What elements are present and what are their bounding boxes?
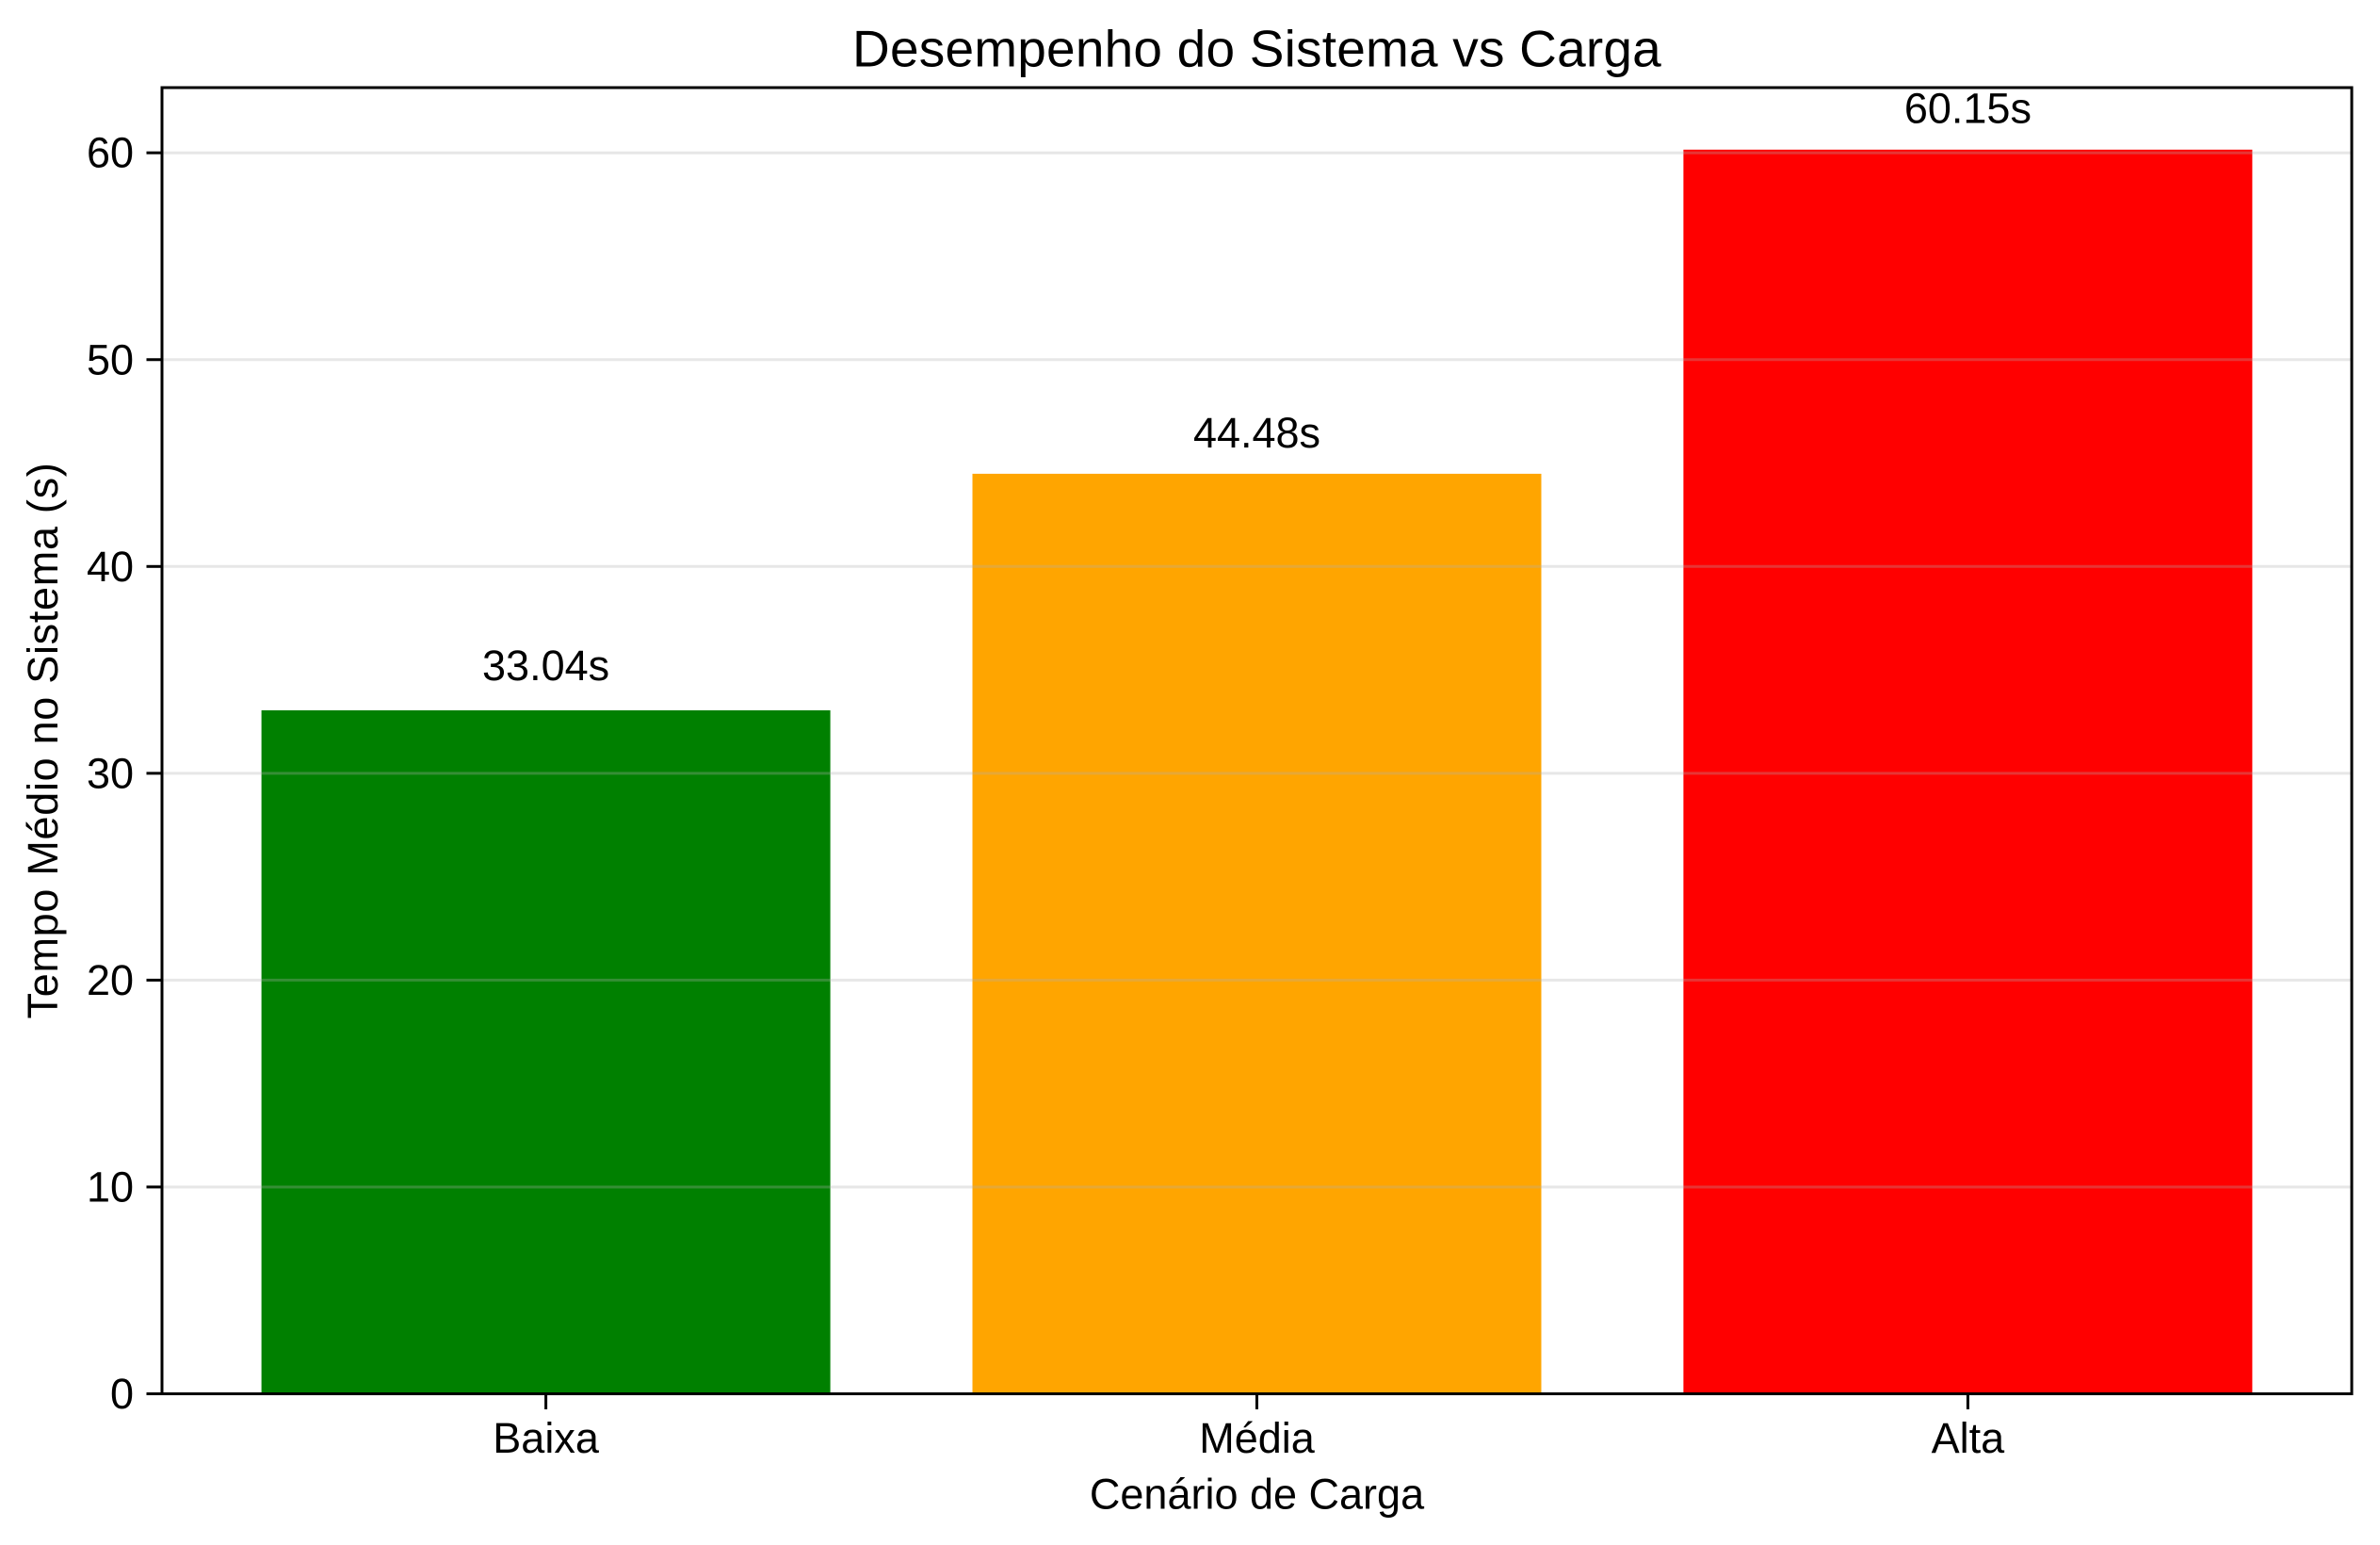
svg-text:Alta: Alta: [1932, 1414, 2006, 1462]
svg-text:Tempo Médio no Sistema (s): Tempo Médio no Sistema (s): [19, 463, 67, 1019]
svg-text:33.04s: 33.04s: [482, 642, 609, 690]
svg-text:Baixa: Baixa: [493, 1414, 600, 1462]
svg-text:Desempenho do Sistema vs Carga: Desempenho do Sistema vs Carga: [852, 19, 1661, 77]
svg-text:20: 20: [87, 956, 134, 1004]
svg-text:Média: Média: [1199, 1414, 1316, 1462]
svg-text:Cenário de Carga: Cenário de Carga: [1090, 1471, 1425, 1519]
svg-text:10: 10: [87, 1163, 134, 1212]
svg-text:30: 30: [87, 749, 134, 797]
svg-text:50: 50: [87, 335, 134, 383]
svg-text:44.48s: 44.48s: [1193, 409, 1320, 457]
svg-text:60: 60: [87, 129, 134, 177]
svg-text:60.15s: 60.15s: [1904, 85, 2032, 133]
svg-text:40: 40: [87, 543, 134, 591]
svg-text:0: 0: [110, 1370, 134, 1418]
